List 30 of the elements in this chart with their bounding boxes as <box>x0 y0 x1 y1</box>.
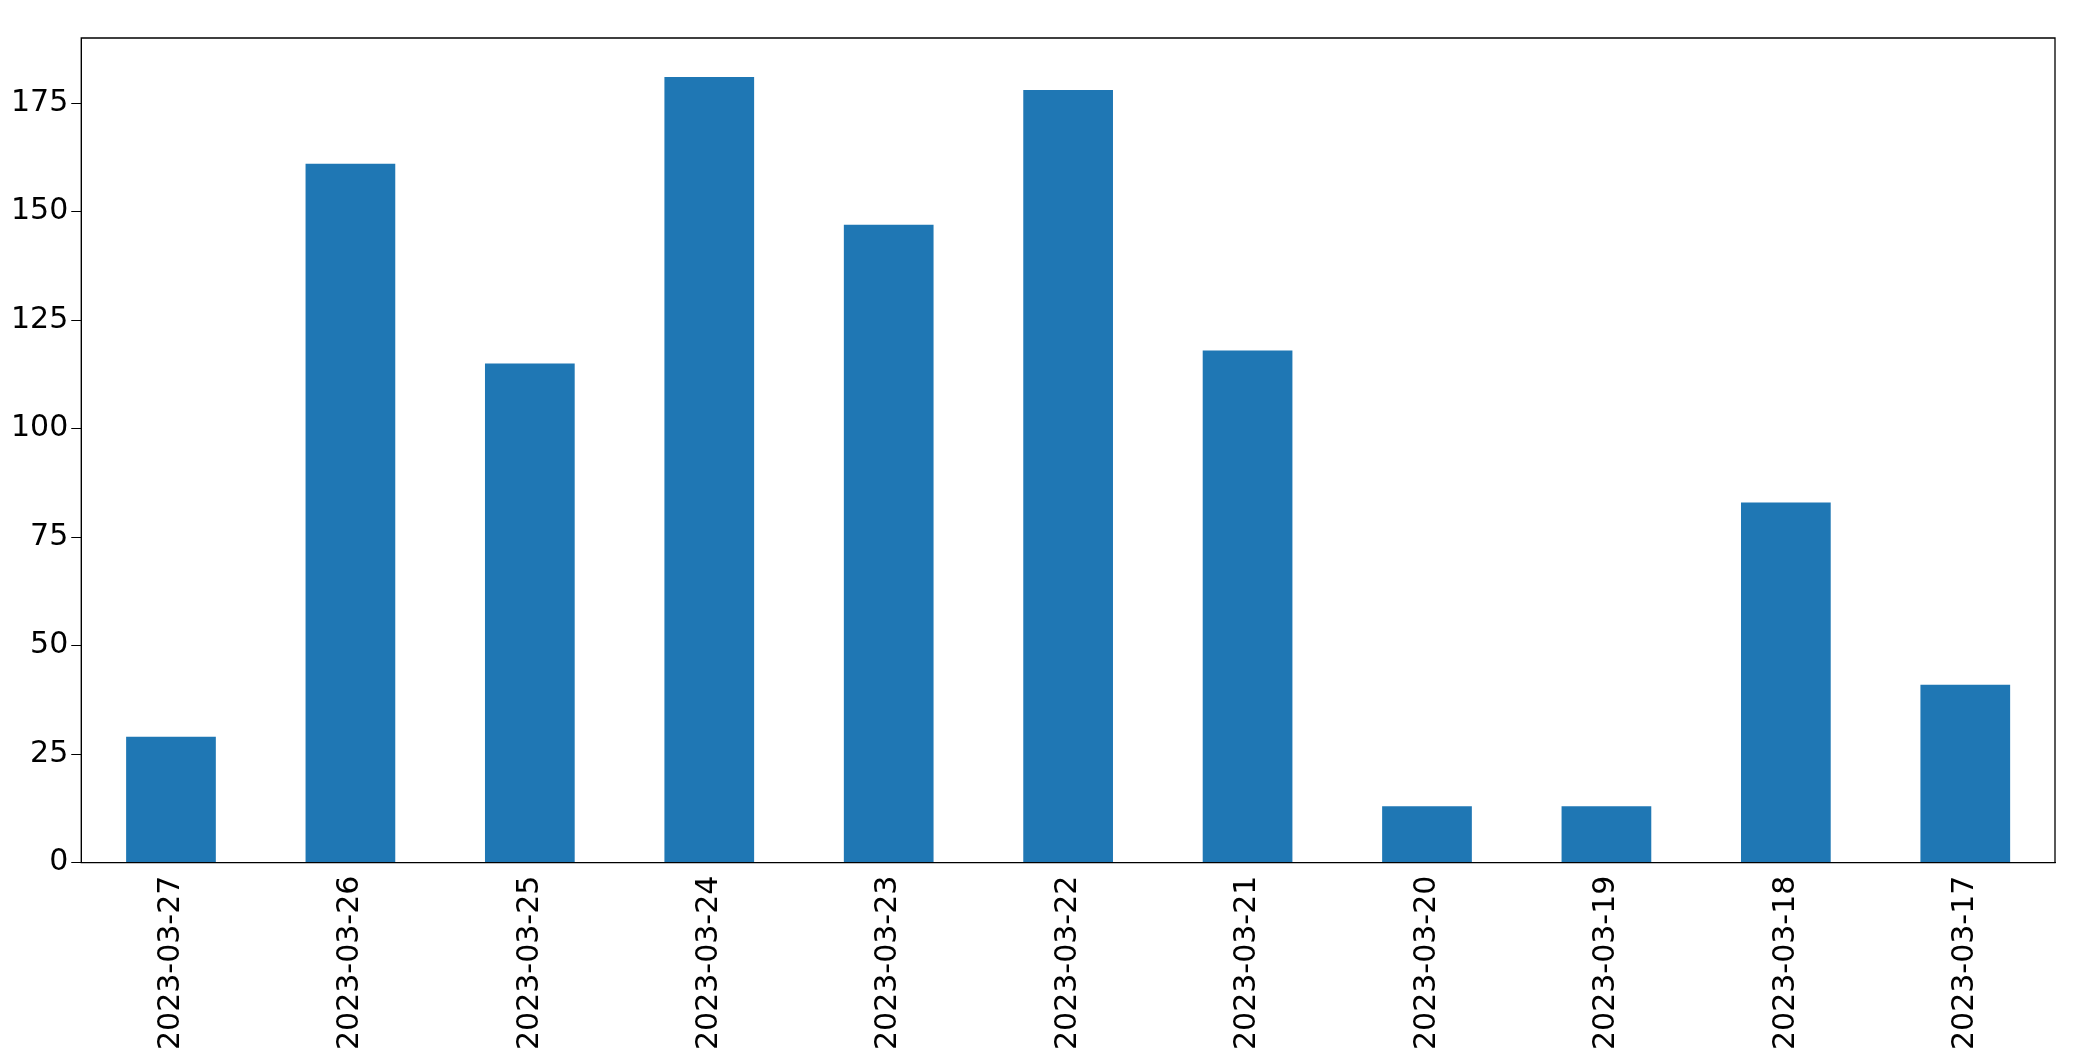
bar <box>126 736 216 863</box>
x-tick-label: 2023-03-27 <box>150 875 186 1051</box>
bar <box>664 77 755 863</box>
bar <box>1382 806 1472 863</box>
y-tick-label: 150 <box>11 191 69 227</box>
y-tick-label: 125 <box>11 299 69 335</box>
bar <box>1561 806 1652 863</box>
x-tick-label: 2023-03-26 <box>330 875 366 1051</box>
x-tick-label: 2023-03-21 <box>1227 875 1263 1051</box>
bar <box>1741 502 1831 863</box>
bar <box>1202 350 1293 863</box>
bar <box>1023 90 1113 863</box>
y-tick-label: 75 <box>30 516 69 552</box>
bar <box>305 163 396 863</box>
x-tick-label: 2023-03-23 <box>868 875 904 1051</box>
x-tick-label: 2023-03-17 <box>1945 875 1981 1051</box>
bar <box>484 363 575 863</box>
bar <box>843 224 934 863</box>
x-tick-label: 2023-03-18 <box>1765 875 1801 1051</box>
x-tick-label: 2023-03-22 <box>1047 875 1083 1051</box>
x-tick-label: 2023-03-24 <box>689 875 725 1051</box>
y-tick-label: 175 <box>11 82 69 118</box>
x-tick-label: 2023-03-19 <box>1586 875 1622 1051</box>
y-tick-label: 0 <box>49 842 69 878</box>
bar <box>1920 684 2011 863</box>
y-tick-label: 25 <box>30 733 69 769</box>
x-tick-label: 2023-03-20 <box>1406 875 1442 1051</box>
x-tick-label: 2023-03-25 <box>509 875 545 1051</box>
y-tick-label: 100 <box>11 408 69 444</box>
y-tick-label: 50 <box>30 625 69 661</box>
